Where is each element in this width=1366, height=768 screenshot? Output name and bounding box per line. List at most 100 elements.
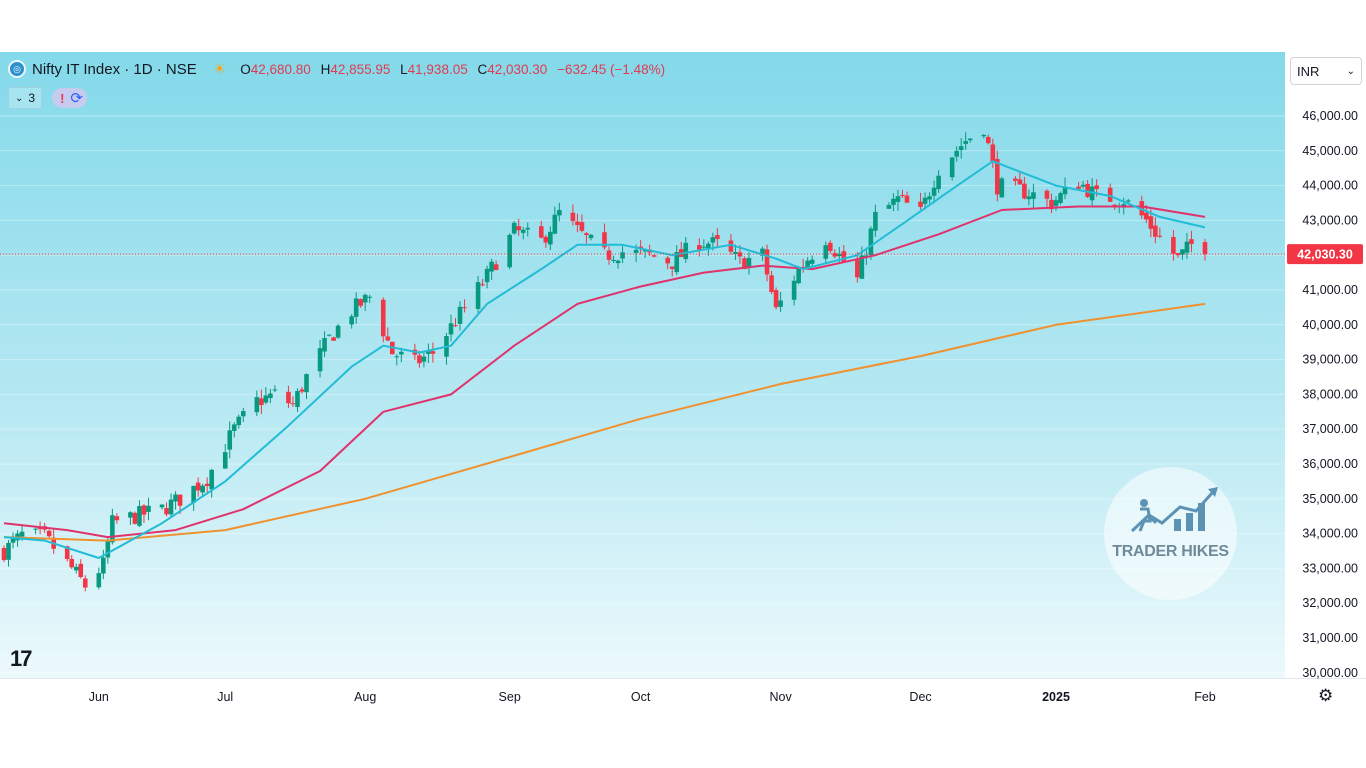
- candle-body: [195, 482, 201, 491]
- candle-body: [37, 527, 43, 530]
- candle-body: [1171, 236, 1176, 254]
- candle-body: [101, 557, 106, 574]
- candle-body: [737, 252, 743, 257]
- candle-body: [204, 483, 210, 487]
- candle-body: [304, 374, 309, 393]
- x-tick-label: Dec: [909, 690, 931, 704]
- y-tick-label: 35,000.00: [1302, 492, 1358, 506]
- last-price-label: 42,030.30: [1297, 248, 1353, 262]
- chevron-down-icon: ⌄: [15, 92, 24, 104]
- candle-body: [697, 245, 702, 250]
- candle-body: [683, 242, 689, 260]
- candle-body: [1189, 239, 1194, 244]
- candle-body: [606, 250, 612, 260]
- candle-body: [958, 146, 964, 151]
- candle-body: [462, 307, 467, 309]
- y-tick-label: 31,000.00: [1302, 631, 1358, 645]
- time-scale-background[interactable]: [0, 678, 1366, 712]
- candle-body: [841, 251, 847, 262]
- candle-body: [64, 546, 70, 560]
- candle-body: [159, 504, 165, 508]
- candle-body: [1, 548, 7, 561]
- status-badges[interactable]: ! ⟳: [52, 88, 87, 108]
- candle-body: [105, 541, 111, 558]
- candle-body: [557, 209, 562, 216]
- candle-body: [286, 391, 291, 404]
- candle-body: [1058, 193, 1063, 203]
- candle-body: [710, 237, 716, 243]
- price-scale-background[interactable]: [1285, 52, 1366, 678]
- candle-body: [602, 232, 607, 248]
- candle-body: [1184, 241, 1190, 253]
- candle-body: [588, 234, 594, 239]
- candle-body: [1175, 253, 1181, 256]
- y-tick-label: 43,000.00: [1302, 213, 1358, 227]
- chart-frame: 30,000.00 31,000.00 32,000.00 33,000.00 34,0…: [0, 52, 1366, 712]
- candle-body: [1148, 216, 1154, 229]
- candle-body: [665, 257, 671, 264]
- candle-body: [1125, 200, 1131, 202]
- candle-body: [1013, 178, 1018, 181]
- candle-body: [177, 494, 183, 506]
- candle-body: [891, 198, 896, 205]
- candle-body: [715, 235, 720, 239]
- candle-body: [326, 334, 332, 336]
- candle-body: [19, 531, 25, 537]
- chart-pane-background[interactable]: [0, 52, 1285, 678]
- close-label: C: [477, 61, 488, 77]
- tradingview-logo-icon[interactable]: 17: [10, 646, 33, 671]
- warning-icon[interactable]: !: [60, 90, 65, 106]
- candle-body: [954, 150, 959, 157]
- gear-icon[interactable]: ⚙: [1318, 686, 1334, 705]
- candle-body: [1049, 199, 1054, 210]
- candle-body: [146, 505, 151, 512]
- symbol-title[interactable]: Nifty IT Index · 1D · NSE: [32, 60, 197, 78]
- candle-body: [773, 290, 779, 308]
- candle-body: [96, 573, 102, 588]
- ema-slow-line: [3, 302, 1206, 542]
- candle-body: [299, 389, 305, 392]
- y-tick-label: 38,000.00: [1302, 387, 1358, 401]
- candle-body: [1053, 200, 1059, 206]
- x-tick-label: Feb: [1194, 690, 1216, 704]
- candle-body: [525, 227, 531, 230]
- candle-body: [507, 234, 512, 268]
- candle-body: [33, 528, 38, 530]
- candle-body: [769, 275, 774, 293]
- candle-body: [900, 194, 905, 197]
- y-tick-label: 37,000.00: [1302, 422, 1358, 436]
- candlestick-chart[interactable]: 30,000.00 31,000.00 32,000.00 33,000.00 34,0…: [0, 52, 1366, 712]
- candle-body: [231, 424, 237, 431]
- candle-body: [268, 393, 273, 399]
- nifty-logo-icon: ◎: [8, 60, 26, 78]
- candle-body: [263, 395, 269, 403]
- low-value: 41,938.05: [407, 61, 468, 77]
- x-tick-label: Sep: [499, 690, 521, 704]
- y-tick-label: 46,000.00: [1302, 109, 1358, 123]
- refresh-icon[interactable]: ⟳: [70, 90, 83, 107]
- candle-body: [367, 296, 373, 298]
- candle-body: [493, 264, 499, 271]
- y-tick-label: 45,000.00: [1302, 144, 1358, 158]
- candle-body: [240, 411, 246, 417]
- chevron-down-icon: ⌄: [1346, 65, 1355, 77]
- candle-body: [800, 266, 806, 268]
- currency-select[interactable]: INR ⌄: [1290, 57, 1362, 85]
- market-open-sun-icon[interactable]: ☀: [212, 61, 227, 78]
- candle-body: [191, 485, 196, 503]
- candle-body: [873, 211, 878, 231]
- candle-body: [949, 157, 955, 178]
- open-label: O: [240, 61, 251, 77]
- ema-mid-line: [3, 205, 1206, 539]
- candle-body: [394, 356, 400, 358]
- symbol-legend[interactable]: ◎ Nifty IT Index · 1D · NSE ☀ O42,680.80…: [8, 60, 665, 78]
- candle-body: [742, 258, 747, 270]
- currency-value: INR: [1297, 63, 1320, 79]
- candle-body: [353, 298, 359, 317]
- candle-body: [823, 245, 829, 259]
- candle-body: [272, 389, 278, 391]
- indicators-toggle-button[interactable]: ⌄ 3: [8, 87, 43, 109]
- candle-body: [669, 266, 675, 269]
- candle-body: [981, 134, 987, 137]
- candle-body: [73, 566, 79, 571]
